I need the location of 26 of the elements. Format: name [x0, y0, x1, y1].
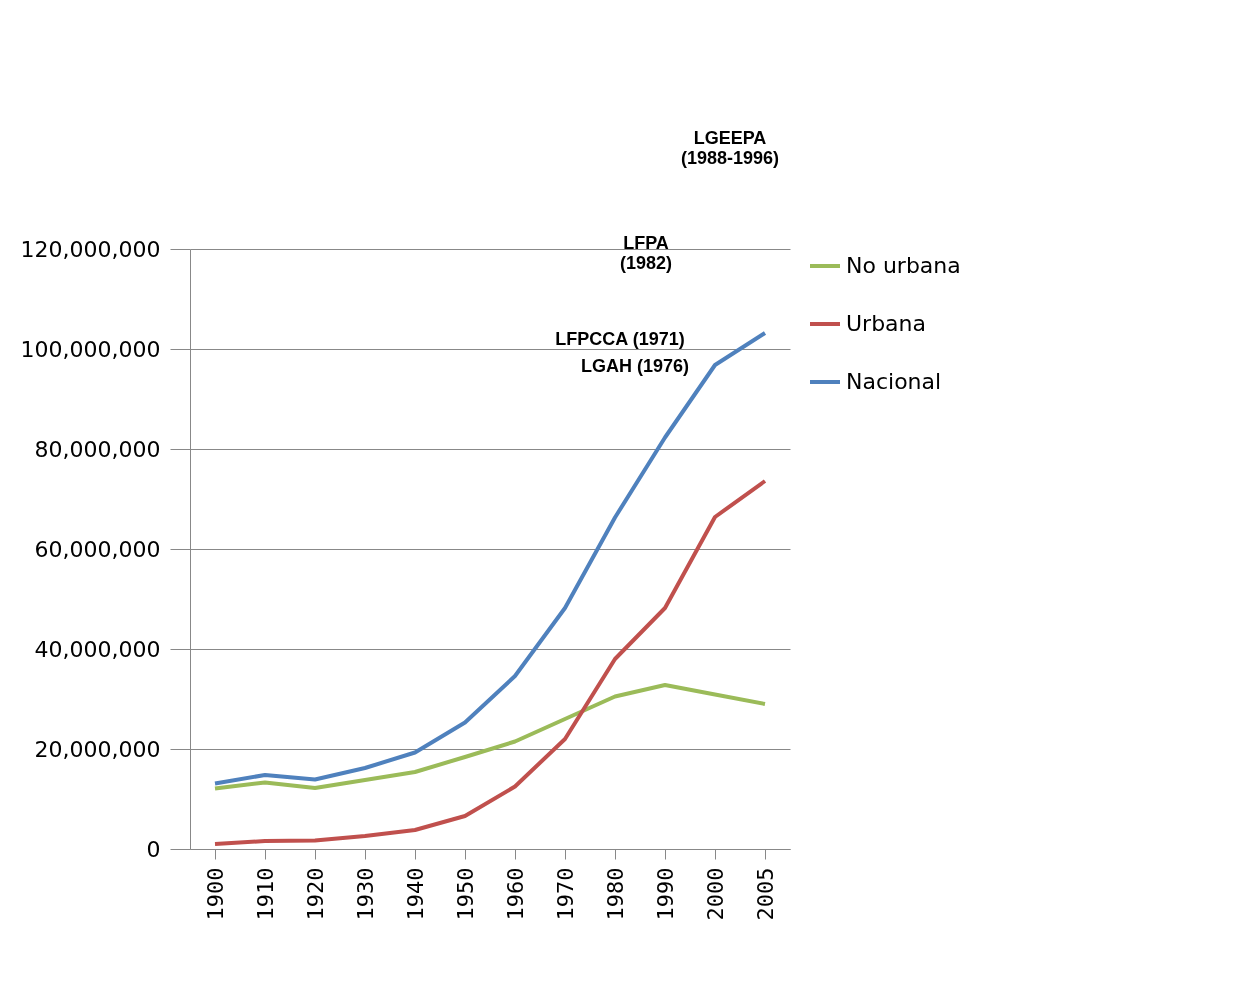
- y-tick-label: 20,000,000: [34, 736, 161, 762]
- y-tick-label: 40,000,000: [34, 636, 161, 662]
- y-tick-label: 100,000,000: [20, 336, 161, 362]
- y-tick-label: 80,000,000: [34, 436, 161, 462]
- legend-label: Nacional: [846, 369, 942, 394]
- annotation: LFPA (1982): [619, 233, 673, 273]
- x-tick-label: 1920: [302, 867, 328, 921]
- legend-label: No urbana: [846, 253, 961, 278]
- x-tick-label: 1990: [652, 867, 678, 921]
- x-tick-label: 1930: [352, 867, 378, 921]
- legend-label: Urbana: [846, 311, 927, 336]
- y-tick-label: 120,000,000: [20, 236, 161, 262]
- annotation: LFPCCA (1971): [555, 329, 685, 349]
- x-tick-label: 1910: [252, 867, 278, 921]
- annotation: LGAH (1976): [580, 356, 690, 376]
- y-tick-label: 0: [146, 836, 161, 862]
- x-tick-label: 1940: [402, 867, 428, 921]
- x-tick-label: 2000: [702, 867, 728, 921]
- x-tick-label: 1970: [552, 867, 578, 921]
- x-tick-label: 1980: [602, 867, 628, 921]
- x-tick-label: 2005: [752, 867, 778, 921]
- x-tick-label: 1960: [502, 867, 528, 921]
- x-tick-label: 1950: [452, 867, 478, 921]
- x-tick-label: 1900: [202, 867, 228, 921]
- text: LGEEPA (1988-1996): [680, 128, 780, 168]
- y-tick-label: 60,000,000: [34, 536, 161, 562]
